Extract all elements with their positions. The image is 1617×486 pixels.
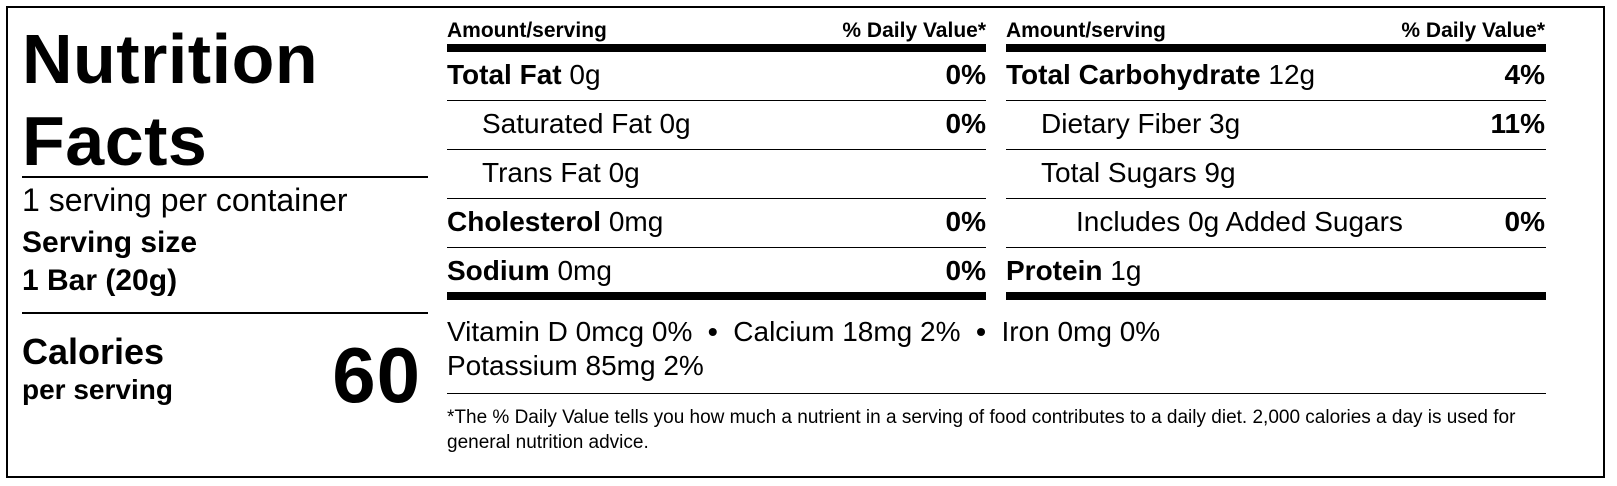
nutrient-name: Total Sugars [1041, 157, 1197, 188]
nutrient-row: Cholesterol 0mg [447, 208, 663, 236]
nutrient-name: Saturated Fat [482, 108, 652, 139]
nutrient-amount: 1g [1110, 255, 1142, 286]
thick-rule [1006, 44, 1546, 52]
header-dv-left: % Daily Value* [842, 19, 986, 42]
separator: • [976, 316, 986, 347]
separator: • [707, 316, 718, 347]
servings-per-container: 1 serving per container [22, 182, 348, 218]
divider [22, 312, 428, 314]
nutrient-row: Includes 0g Added Sugars [1076, 208, 1403, 236]
nutrient-amount: 0g [608, 157, 640, 188]
nutrient-name: Sodium [447, 255, 550, 286]
row-divider [1006, 149, 1546, 150]
nutrient-dv: 0% [945, 255, 986, 286]
row-divider [447, 100, 986, 101]
row-divider [1006, 247, 1546, 248]
row-divider [1006, 198, 1546, 199]
row-divider [447, 198, 986, 199]
iron: Iron 0mg 0% [1001, 316, 1161, 347]
nutrient-row: Trans Fat 0g [482, 159, 640, 187]
nutrition-label [6, 6, 1605, 478]
row-divider [447, 247, 986, 248]
nutrient-row: Total Carbohydrate 12g [1006, 61, 1315, 89]
footnote: *The % Daily Value tells you how much a … [447, 407, 1516, 453]
nutrient-dv: 0% [945, 108, 986, 139]
thick-rule [1006, 292, 1546, 300]
serving-size-value: 1 Bar (20g) [22, 264, 178, 297]
divider [22, 176, 428, 178]
calories-per-serving: per serving [22, 374, 173, 405]
nutrient-row: Total Fat 0g [447, 61, 601, 89]
calories-value: 60 [332, 331, 421, 419]
nutrient-amount: 0g [569, 59, 601, 90]
nutrient-amount: 0mg [557, 255, 612, 286]
nutrient-dv: 0% [1504, 206, 1545, 237]
nutrient-name: Trans Fat [482, 157, 601, 188]
nutrient-name: Cholesterol [447, 206, 602, 237]
nutrient-amount: 12g [1268, 59, 1316, 90]
calcium: Calcium 18mg 2% [733, 316, 961, 347]
header-amount-left: Amount/serving [447, 19, 607, 42]
nutrient-amount: 3g [1209, 108, 1241, 139]
nutrient-name: Dietary Fiber [1041, 108, 1202, 139]
nutrient-dv: 4% [1504, 59, 1545, 90]
nutrient-row: Protein 1g [1006, 257, 1141, 285]
row-divider [447, 149, 986, 150]
header-dv-right: % Daily Value* [1401, 19, 1545, 42]
row-divider [447, 393, 1546, 394]
nutrient-name: Protein [1006, 255, 1103, 286]
nutrient-name: Total Carbohydrate [1006, 59, 1261, 90]
row-divider [1006, 100, 1546, 101]
nutrient-amount: 0g [659, 108, 691, 139]
nutrient-row: Total Sugars 9g [1041, 159, 1236, 187]
nutrient-name: Includes 0g Added Sugars [1076, 206, 1403, 237]
nutrient-amount: 9g [1204, 157, 1236, 188]
calories-label: Calories [22, 331, 165, 372]
nutrient-amount: 0mg [608, 206, 664, 237]
title-nutrition: Nutrition [22, 20, 319, 98]
potassium: Potassium 85mg 2% [447, 350, 704, 381]
title-facts: Facts [22, 102, 208, 180]
thick-rule [447, 292, 986, 300]
nutrient-row: Dietary Fiber 3g [1041, 110, 1240, 138]
vitamin-d: Vitamin D 0mcg 0% [447, 316, 693, 347]
serving-size-label: Serving size [22, 226, 198, 259]
thick-rule [447, 44, 986, 52]
nutrient-dv: 11% [1490, 108, 1546, 139]
nutrient-dv: 0% [945, 206, 986, 237]
nutrient-row: Sodium 0mg [447, 257, 612, 285]
nutrient-dv: 0% [945, 59, 986, 90]
nutrient-name: Total Fat [447, 59, 562, 90]
header-amount-right: Amount/serving [1006, 19, 1166, 42]
nutrient-row: Saturated Fat 0g [482, 110, 691, 138]
vitamins-line: Vitamin D 0mcg 0% • Calcium 18mg 2% • Ir… [447, 318, 1160, 346]
